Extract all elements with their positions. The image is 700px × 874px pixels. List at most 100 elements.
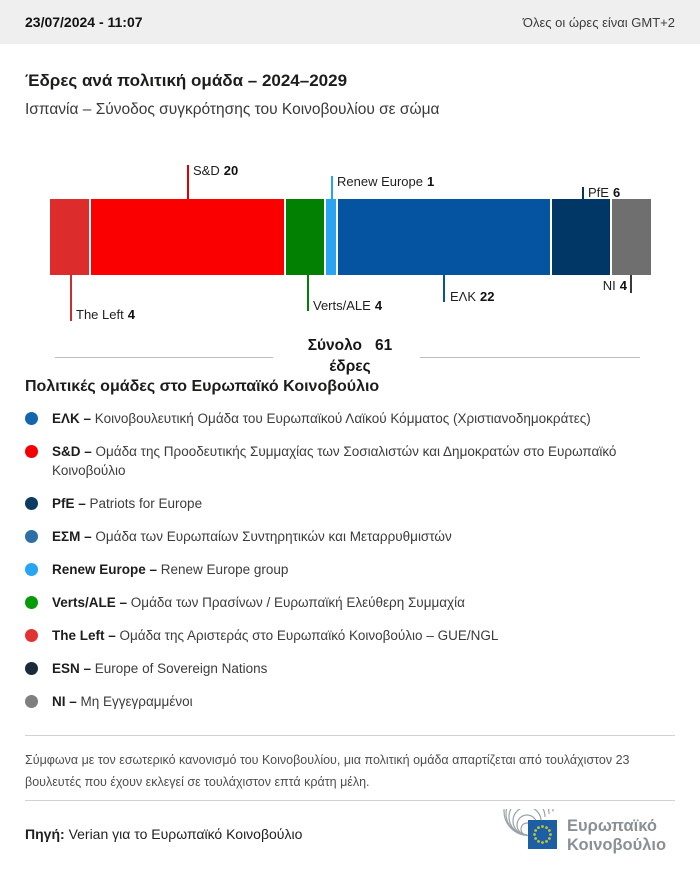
legend-item-abbr: Verts/ALE – [52,595,131,610]
legend-dot-icon [25,662,38,675]
callout-group-name: ΕΛΚ [450,289,477,304]
total-seats-label: Σύνολο 61 έδρες [0,335,700,377]
legend-item-The Left: The Left – Ομάδα της Αριστεράς στο Ευρωπ… [25,626,675,645]
legend-item-text: PfE – Patriots for Europe [52,494,202,513]
legend-item-desc: Ομάδα της Αριστεράς στο Ευρωπαϊκό Κοινοβ… [119,628,499,643]
legend-item-desc: Ομάδα των Ευρωπαίων Συντηρητικών και Μετ… [95,529,452,544]
legend-item-NI: NI – Μη Εγγεγραμμένοι [25,692,675,711]
callout-group-name: S&D [193,163,220,178]
footnote: Σύμφωνα με τον εσωτερικό κανονισμό του Κ… [25,753,630,789]
legend-item-desc: Patriots for Europe [89,496,203,511]
callout-seat-count: 22 [480,289,495,304]
legend-items: ΕΛΚ – Κοινοβουλευτική Ομάδα του Ευρωπαϊκ… [25,409,675,711]
callout-line-S&D [187,165,189,199]
callout-line-PfE [582,187,584,199]
callout-line-ΕΛΚ [443,275,445,302]
bar-segment-ΕΛΚ [338,199,551,275]
timezone-note: Όλες οι ώρες είναι GMT+2 [522,14,675,30]
callout-label-Verts/ALE: Verts/ALE 4 [313,298,382,313]
total-unit: έδρες [329,358,371,375]
legend-item-abbr: S&D – [52,444,96,459]
legend-item-abbr: NI – [52,694,81,709]
legend-item-abbr: PfE – [52,496,90,511]
stacked-bar [50,199,651,275]
legend-item-text: ΕΛΚ – Κοινοβουλευτική Ομάδα του Ευρωπαϊκ… [52,409,591,428]
page-title: Έδρες ανά πολιτική ομάδα – 2024–2029 [25,71,348,90]
svg-text:Ευρωπαϊκό: Ευρωπαϊκό [567,817,657,835]
legend-item-abbr: ESN – [52,661,95,676]
callout-seat-count: 1 [427,174,435,189]
legend-item-desc: Ομάδα των Πρασίνων / Ευρωπαϊκή Ελεύθερη … [130,595,465,610]
legend-title: Πολιτικές ομάδες στο Ευρωπαϊκό Κοινοβούλ… [25,378,380,395]
callout-group-name: Renew Europe [337,174,423,189]
callout-label-ΕΛΚ: ΕΛΚ 22 [450,289,495,304]
callout-seat-count: 20 [223,163,239,178]
legend-item-text: S&D – Ομάδα της Προοδευτικής Συμμαχίας τ… [52,442,652,480]
legend-item-Renew Europe: Renew Europe – Renew Europe group [25,560,675,579]
callout-seat-count: 4 [619,278,627,293]
total-divider-right [420,357,640,358]
source-text: Πηγή: Verian για το Ευρωπαϊκό Κοινοβούλι… [25,826,302,842]
divider-bottom [25,800,675,801]
bar-segment-Renew Europe [326,199,337,275]
callout-line-Renew Europe [331,176,333,199]
legend-item-text: NI – Μη Εγγεγραμμένοι [52,692,193,711]
callout-label-NI: NI 4 [603,278,627,293]
callout-group-name: The Left [76,307,124,322]
legend-item-desc: Renew Europe group [160,562,289,577]
legend-dot-icon [25,563,38,576]
legend-item-abbr: Renew Europe – [52,562,161,577]
legend-dot-icon [25,596,38,609]
bar-segment-Verts/ALE [285,199,325,275]
legend-dot-icon [25,629,38,642]
legend-item-desc: Μη Εγγεγραμμένοι [80,694,193,709]
page-subtitle: Ισπανία – Σύνοδος συγκρότησης του Κοινοβ… [25,101,440,118]
legend-item-text: Renew Europe – Renew Europe group [52,560,288,579]
legend-item-desc: Europe of Sovereign Nations [94,661,268,676]
legend-item-text: ESN – Europe of Sovereign Nations [52,659,267,678]
legend-item-abbr: ΕΣΜ – [52,529,96,544]
divider-top [25,735,675,736]
legend-dot-icon [25,445,38,458]
legend-item-ΕΣΜ: ΕΣΜ – Ομάδα των Ευρωπαίων Συντηρητικών κ… [25,527,675,546]
source-row: Πηγή: Verian για το Ευρωπαϊκό Κοινοβούλι… [25,809,675,859]
source-value: Verian για το Ευρωπαϊκό Κοινοβούλιο [68,826,303,842]
eu-flag-icon [528,820,557,849]
total-divider-left [55,357,273,358]
source-label: Πηγή: [25,826,65,842]
logo-wordmark: Ευρωπαϊκό Κοινοβούλιο [567,817,666,854]
callout-seat-count: 4 [127,307,135,322]
legend-item-abbr: ΕΛΚ – [52,411,95,426]
callout-seat-count: 6 [612,185,621,200]
callout-group-name: NI [602,278,616,293]
legend-item-ΕΛΚ: ΕΛΚ – Κοινοβουλευτική Ομάδα του Ευρωπαϊκ… [25,409,675,428]
callout-group-name: Verts/ALE [313,298,371,313]
legend-dot-icon [25,412,38,425]
legend-dot-icon [25,530,38,543]
legend-item-PfE: PfE – Patriots for Europe [25,494,675,513]
european-parliament-logo: Ευρωπαϊκό Κοινοβούλιο [503,809,666,854]
callout-label-S&D: S&D 20 [193,163,238,178]
callout-label-The Left: The Left 4 [76,307,135,322]
legend: Πολιτικές ομάδες στο Ευρωπαϊκό Κοινοβούλ… [25,378,675,711]
callout-line-NI [630,275,632,293]
legend-item-S&D: S&D – Ομάδα της Προοδευτικής Συμμαχίας τ… [25,442,675,480]
bar-segment-NI [612,199,651,275]
legend-dot-icon [25,695,38,708]
legend-item-desc: Κοινοβουλευτική Ομάδα του Ευρωπαϊκού Λαϊ… [94,411,591,426]
legend-item-ESN: ESN – Europe of Sovereign Nations [25,659,675,678]
total-value: 61 [375,337,393,354]
legend-item-Verts/ALE: Verts/ALE – Ομάδα των Πρασίνων / Ευρωπαϊ… [25,593,675,612]
callout-seat-count: 4 [374,298,383,313]
datetime-label: 23/07/2024 - 11:07 [25,14,143,30]
seats-stacked-bar-chart: The Left 4 S&D 20 Verts/ALE 4 Renew Europe 1 ΕΛΚ… [0,150,700,378]
hemicycle-icon [503,809,554,837]
bar-segment-PfE [552,199,611,275]
callout-group-name: PfE [588,185,609,200]
callout-line-Verts/ALE [307,275,309,311]
legend-item-desc: Ομάδα της Προοδευτικής Συμμαχίας των Σοσ… [52,444,617,478]
svg-text:Κοινοβούλιο: Κοινοβούλιο [567,836,666,854]
top-bar: 23/07/2024 - 11:07 Όλες οι ώρες είναι GM… [0,0,700,44]
legend-item-text: The Left – Ομάδα της Αριστεράς στο Ευρωπ… [52,626,498,645]
